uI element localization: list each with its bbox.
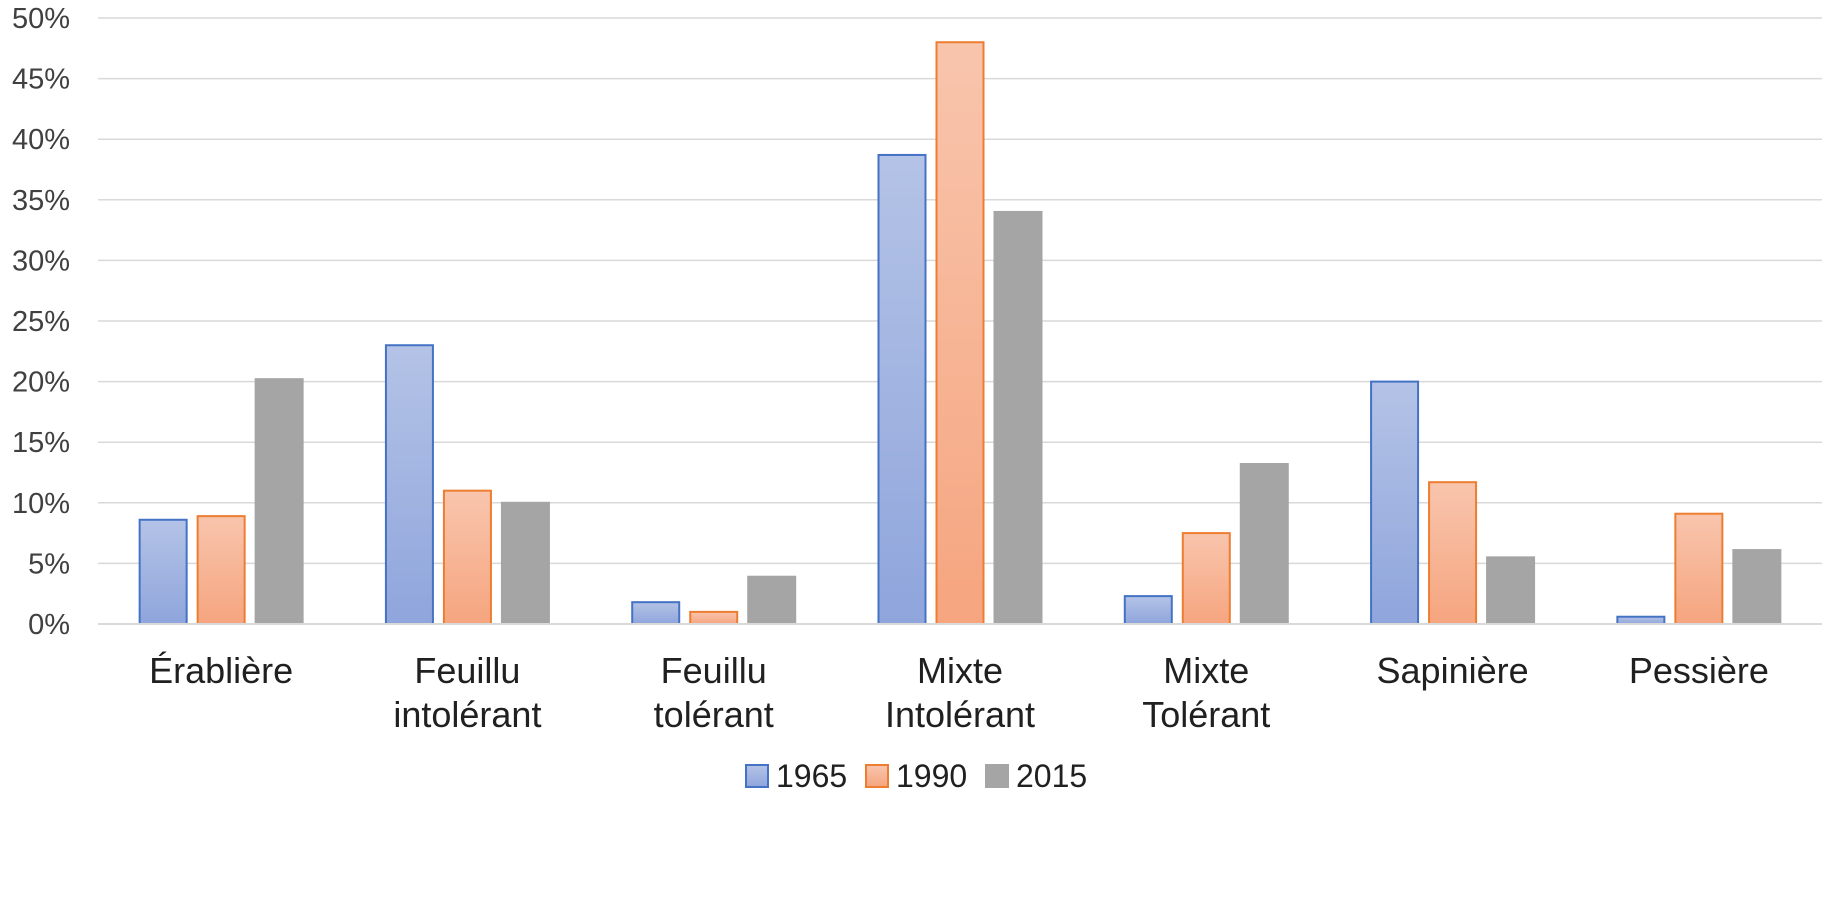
- y-tick-label: 5%: [28, 548, 70, 580]
- bar-1990: [689, 610, 739, 626]
- legend-label: 2015: [1016, 758, 1087, 794]
- y-tick-label: 15%: [12, 427, 70, 459]
- bar-1965: [384, 344, 434, 625]
- bar-1990: [1428, 481, 1478, 626]
- bar-1965: [877, 153, 927, 625]
- bar-1990: [935, 41, 985, 626]
- x-category-label: Mixte Tolérant: [1142, 650, 1270, 735]
- bar-2015: [1732, 549, 1782, 625]
- bar-1965: [138, 518, 188, 626]
- bar-2015: [993, 210, 1043, 625]
- bar-1965: [631, 601, 681, 626]
- legend-label: 1990: [896, 758, 967, 794]
- bar-1990: [1674, 512, 1724, 626]
- bars: [138, 41, 1782, 626]
- legend-swatch: [745, 764, 769, 788]
- x-category-label: Pessière: [1629, 650, 1769, 691]
- y-tick-label: 0%: [28, 609, 70, 641]
- bar-1990: [442, 489, 492, 625]
- bar-2015: [1486, 556, 1536, 626]
- y-tick-label: 50%: [12, 3, 70, 35]
- y-axis-tick-labels: 0% 5% 10% 15% 20% 25% 30% 35% 40% 45% 50%: [12, 3, 70, 641]
- y-tick-label: 30%: [12, 245, 70, 277]
- bar-1965: [1616, 615, 1666, 626]
- y-tick-label: 25%: [12, 306, 70, 338]
- bar-2015: [254, 378, 304, 625]
- x-category-label: Feuillu intolérant: [393, 650, 541, 735]
- y-tick-label: 20%: [12, 367, 70, 399]
- legend-label: 1965: [776, 758, 847, 794]
- x-category-label: Feuillu tolérant: [654, 650, 774, 735]
- y-tick-label: 40%: [12, 124, 70, 156]
- y-tick-label: 35%: [12, 185, 70, 217]
- bar-1965: [1123, 595, 1173, 626]
- legend-item-2015: 2015: [985, 758, 1087, 794]
- x-category-label: Érablière: [149, 650, 293, 691]
- x-category-label: Mixte Intolérant: [885, 650, 1035, 735]
- bar-1965: [1370, 380, 1420, 625]
- y-tick-label: 10%: [12, 488, 70, 520]
- x-axis-category-labels: Érablière Feuillu intolérant Feuillu toléran…: [149, 650, 1769, 735]
- bar-2015: [747, 575, 797, 625]
- bar-1990: [1181, 532, 1231, 625]
- y-tick-label: 45%: [12, 64, 70, 96]
- x-category-label: Sapinière: [1377, 650, 1529, 691]
- legend-item-1990: 1990: [865, 758, 967, 794]
- bar-1990: [196, 515, 246, 626]
- legend-item-1965: 1965: [745, 758, 847, 794]
- legend-swatch: [985, 764, 1009, 788]
- legend: 1965 1990 2015: [745, 758, 1087, 794]
- legend-swatch: [865, 764, 889, 788]
- bar-2015: [1239, 463, 1289, 625]
- bar-2015: [500, 501, 550, 625]
